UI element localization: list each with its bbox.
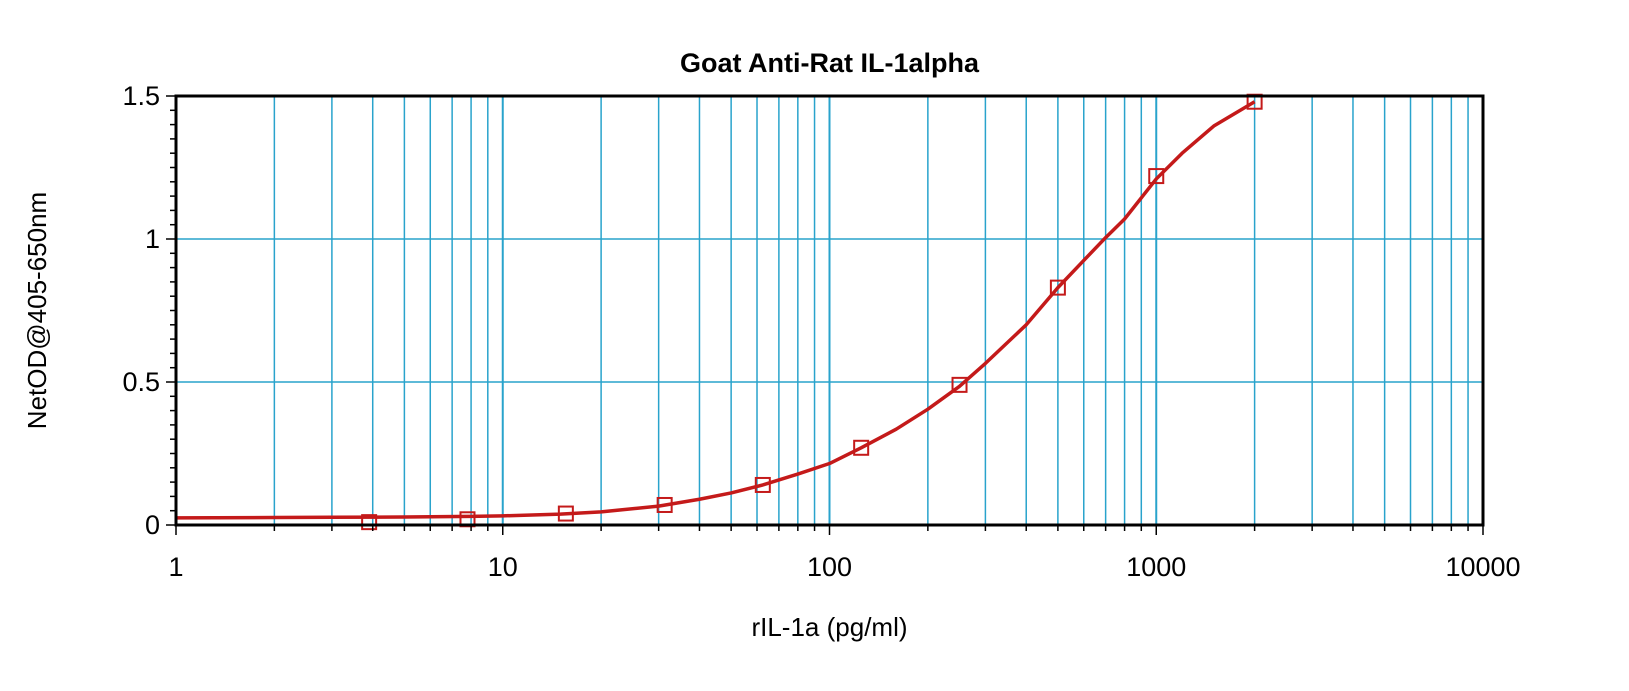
y-tick-label: 0: [145, 510, 160, 540]
data-point: [1148, 168, 1165, 185]
data-point: [754, 476, 771, 493]
y-tick-label: 0.5: [122, 367, 160, 397]
grid: [176, 96, 1483, 525]
x-tick-label: 100: [807, 552, 852, 582]
x-tick-label: 1: [168, 552, 183, 582]
x-tick-label: 10: [488, 552, 518, 582]
data-markers: [361, 93, 1263, 531]
x-tick-labels: 1 10 100 1000 10000: [168, 552, 1520, 582]
x-tick-label: 10000: [1445, 552, 1520, 582]
x-tick-label: 1000: [1126, 552, 1186, 582]
data-point: [656, 496, 673, 513]
data-point: [557, 505, 574, 522]
fit-curve: [175, 100, 1256, 520]
data-point: [951, 376, 968, 393]
axes: [166, 94, 1485, 535]
data-point: [853, 439, 870, 456]
data-point: [361, 514, 378, 531]
y-tick-label: 1.5: [122, 81, 160, 111]
x-axis-label: rIL-1a (pg/ml): [751, 612, 907, 642]
y-tick-label: 1: [145, 224, 160, 254]
y-axis-label: NetOD@405-650nm: [22, 192, 52, 429]
data-point: [1049, 279, 1066, 296]
fit-curve-layer: [175, 100, 1256, 520]
chart-title: Goat Anti-Rat IL-1alpha: [680, 48, 980, 78]
y-tick-labels: 0 0.5 1 1.5: [122, 81, 160, 540]
